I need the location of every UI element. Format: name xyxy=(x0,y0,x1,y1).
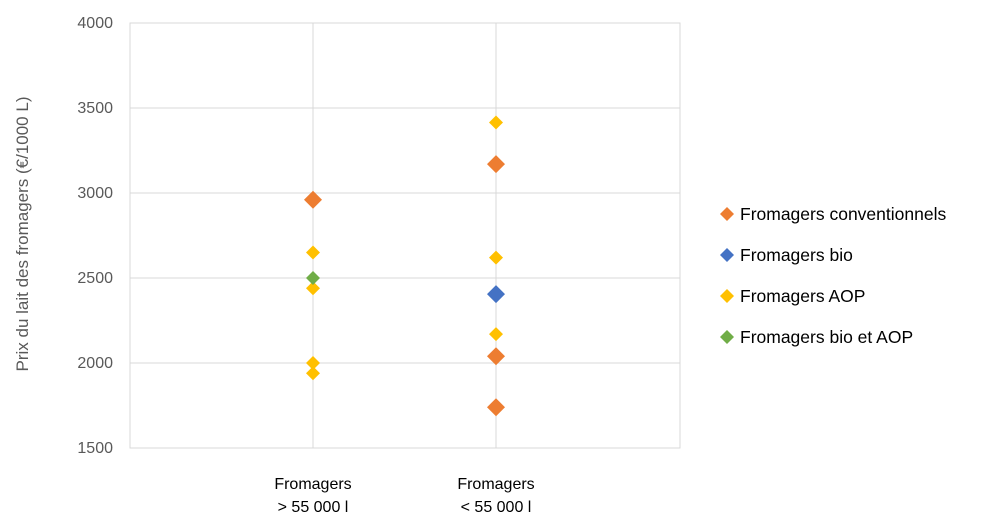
y-tick-label: 2000 xyxy=(77,355,113,372)
data-point xyxy=(306,281,320,296)
data-point xyxy=(487,347,505,366)
legend-entry: Fromagers AOP xyxy=(740,286,865,306)
legend-marker xyxy=(720,248,734,262)
legend-marker xyxy=(720,289,734,303)
legend-entry: Fromagers bio xyxy=(740,245,853,265)
data-point xyxy=(306,356,320,370)
legend-entry: Fromagers conventionnels xyxy=(740,204,946,224)
data-point xyxy=(487,285,505,304)
data-point xyxy=(306,366,320,381)
y-tick-label: 3000 xyxy=(77,185,113,202)
gridlines xyxy=(129,22,681,449)
x-category-label: Fromagers xyxy=(457,476,534,493)
data-points xyxy=(304,115,505,417)
legend-marker xyxy=(720,330,734,344)
data-point xyxy=(489,327,503,342)
x-category-label: < 55 000 l xyxy=(461,499,532,516)
legend-marker xyxy=(720,207,734,221)
y-tick-label: 2500 xyxy=(77,270,113,287)
data-point xyxy=(487,398,505,417)
data-point xyxy=(306,271,320,285)
legend-entry: Fromagers bio et AOP xyxy=(740,327,913,347)
data-point xyxy=(306,245,320,260)
y-axis-label: Prix du lait des fromagers (€/1000 L) xyxy=(13,97,32,372)
x-category-label: > 55 000 l xyxy=(278,499,349,516)
legend: Fromagers conventionnels Fromagers bio Fro… xyxy=(720,204,946,347)
data-point xyxy=(304,190,322,209)
y-tick-label: 1500 xyxy=(77,440,113,457)
x-category-label: Fromagers xyxy=(274,476,351,493)
y-axis-ticks: 1500 2000 2500 3000 3500 4000 xyxy=(77,15,113,457)
y-tick-label: 3500 xyxy=(77,100,113,117)
data-point xyxy=(489,115,503,130)
x-axis-categories: Fromagers > 55 000 l Fromagers < 55 000 l xyxy=(274,476,534,516)
data-point xyxy=(489,250,503,265)
plot-frame xyxy=(129,22,681,449)
data-point xyxy=(487,155,505,174)
y-tick-label: 4000 xyxy=(77,15,113,32)
